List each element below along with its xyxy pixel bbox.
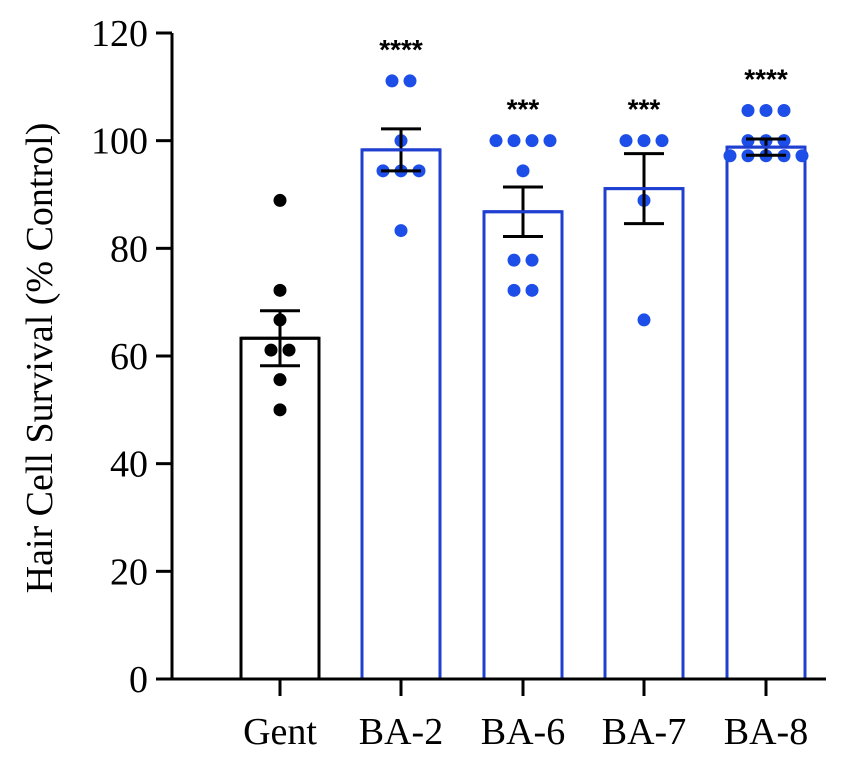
y-tick-label: 20	[110, 551, 148, 593]
data-point	[516, 164, 530, 178]
data-point	[637, 134, 651, 148]
data-point	[619, 134, 633, 148]
data-point	[385, 74, 399, 88]
data-point	[273, 373, 287, 387]
data-points	[264, 74, 809, 417]
data-point	[741, 104, 755, 118]
data-point	[403, 74, 417, 88]
data-point	[273, 403, 287, 417]
y-tick-label: 0	[129, 659, 148, 701]
bar-ba-6	[482, 210, 564, 681]
y-tick-label: 40	[110, 444, 148, 486]
data-point	[777, 104, 791, 118]
y-tick-label: 100	[91, 121, 148, 163]
data-point	[525, 283, 539, 297]
significance-labels: ******* *******	[379, 34, 788, 125]
data-point	[273, 283, 287, 297]
y-tick-label: 80	[110, 228, 148, 270]
data-point	[507, 283, 521, 297]
data-point	[795, 149, 809, 163]
x-tick-label: BA-6	[481, 711, 565, 753]
significance-label: ***	[628, 94, 661, 125]
x-tick-label: BA-2	[359, 711, 443, 753]
x-axis: Gent BA-2 BA-6 BA-7 BA-8	[170, 677, 826, 753]
data-point	[759, 104, 773, 118]
significance-label: ****	[379, 34, 423, 65]
data-point	[543, 134, 557, 148]
y-tick-label: 60	[110, 336, 148, 378]
bars	[239, 145, 807, 681]
data-point	[741, 134, 755, 148]
data-point	[525, 253, 539, 267]
bar-ba-8	[725, 145, 807, 681]
bar-ba-7	[603, 187, 685, 681]
significance-label: ***	[507, 94, 540, 125]
x-tick-label: Gent	[243, 711, 317, 753]
bar-gent	[239, 336, 321, 681]
data-point	[525, 134, 539, 148]
data-point	[655, 134, 669, 148]
data-point	[507, 253, 521, 267]
data-point	[273, 193, 287, 207]
data-point	[282, 343, 296, 357]
data-point	[777, 134, 791, 148]
y-tick-label: 120	[91, 13, 148, 55]
data-point	[489, 134, 503, 148]
x-tick-label: BA-8	[724, 711, 808, 753]
data-point	[264, 343, 278, 357]
x-tick-label: BA-7	[602, 711, 686, 753]
data-point	[637, 313, 651, 327]
significance-label: ****	[744, 64, 788, 95]
error-bars	[241, 127, 805, 368]
y-axis: 0 20 40 60 80 100 120	[91, 13, 174, 701]
data-point	[394, 224, 408, 238]
data-point	[507, 134, 521, 148]
y-axis-title: Hair Cell Survival (% Control)	[19, 123, 61, 594]
data-point	[723, 149, 737, 163]
